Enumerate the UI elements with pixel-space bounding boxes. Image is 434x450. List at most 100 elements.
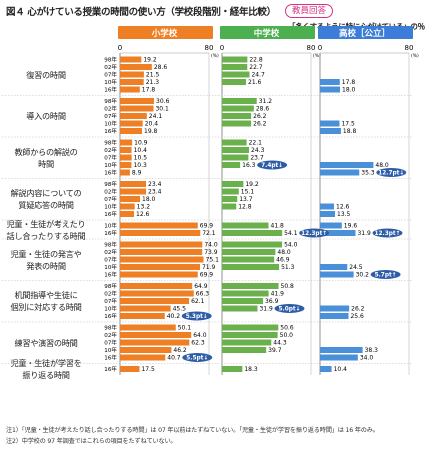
data-label-high-school: 13.5 xyxy=(337,211,351,218)
data-label-junior-high: 15.1 xyxy=(241,189,255,196)
bar-junior-high xyxy=(222,181,244,187)
axis-tick-80-elementary: 80 xyxy=(205,44,214,52)
data-label-junior-high: 54.1 xyxy=(284,230,298,237)
bar-elementary xyxy=(120,196,141,202)
bar-junior-high xyxy=(222,298,264,304)
bar-elementary xyxy=(120,305,171,312)
data-label-high-school: 17.8 xyxy=(342,79,356,86)
data-label-elementary: 46.2 xyxy=(173,347,187,354)
bar-elementary xyxy=(120,105,154,112)
bar-elementary xyxy=(120,113,147,119)
data-label-elementary: 17.5 xyxy=(141,366,155,373)
year-label: 16年 xyxy=(104,86,117,94)
data-label-high-school: 34.0 xyxy=(360,355,374,362)
annotation-bubble xyxy=(274,304,305,313)
bar-junior-high xyxy=(222,256,275,263)
data-label-high-school: 17.5 xyxy=(341,121,355,128)
data-label-elementary: 73.9 xyxy=(204,249,218,256)
data-label-elementary: 40.7 xyxy=(167,355,181,362)
year-label: 10年 xyxy=(104,78,117,86)
data-label-elementary: 13.2 xyxy=(137,204,151,211)
panel-header-elementary xyxy=(118,26,213,39)
data-label-junior-high: 36.9 xyxy=(265,298,279,305)
year-label: 10年 xyxy=(104,120,117,128)
data-label-elementary: 10.3 xyxy=(133,162,147,169)
bar-elementary xyxy=(120,128,143,134)
data-label-elementary: 66.3 xyxy=(196,291,210,298)
bar-elementary xyxy=(120,271,198,278)
data-label-high-school: 18.8 xyxy=(343,128,357,135)
bar-elementary xyxy=(120,222,198,229)
axis-unit-elementary: (%) xyxy=(211,53,219,59)
data-label-junior-high: 24.3 xyxy=(251,147,265,154)
data-label-elementary: 19.8 xyxy=(144,128,158,135)
bar-junior-high xyxy=(222,71,250,78)
annotation-label: 5.0pt↓ xyxy=(278,306,300,313)
annotation-bubble xyxy=(299,228,330,238)
data-label-high-school: 12.6 xyxy=(336,204,350,211)
data-label-junior-high: 31.2 xyxy=(259,98,273,105)
bar-junior-high xyxy=(222,147,250,153)
panel-title-junior-high: 中学校 xyxy=(254,28,280,39)
data-label-high-school: 31.9 xyxy=(357,230,371,237)
bar-junior-high xyxy=(222,347,267,353)
bar-elementary xyxy=(120,154,132,161)
bar-junior-high xyxy=(222,264,280,270)
category-label-line: 解説内容についての xyxy=(10,188,82,199)
bar-elementary xyxy=(120,79,144,85)
category-label: 導入の時間 xyxy=(0,110,92,122)
year-label: 02年 xyxy=(104,188,117,196)
bar-elementary xyxy=(120,203,135,210)
annotation-bubble xyxy=(376,168,407,177)
bar-high-school xyxy=(320,305,350,312)
bar-elementary xyxy=(120,211,135,217)
year-label: 16年 xyxy=(104,229,117,237)
bar-high-school xyxy=(320,203,335,210)
data-label-high-school: 30.2 xyxy=(356,272,370,279)
axis-tick-80-junior-high: 80 xyxy=(307,44,316,52)
bar-elementary xyxy=(120,98,155,104)
data-label-elementary: 45.5 xyxy=(173,306,187,313)
data-label-elementary: 69.9 xyxy=(200,272,214,279)
data-label-elementary: 10.9 xyxy=(134,140,148,147)
category-label: 児童・生徒が学習を 振り返る時間 xyxy=(0,357,92,381)
year-label: 10年 xyxy=(104,203,117,211)
panel-title-high-school: 高校［公立］ xyxy=(339,28,390,39)
data-label-elementary: 10.5 xyxy=(134,155,148,162)
bar-junior-high xyxy=(222,98,257,104)
data-label-elementary: 18.0 xyxy=(142,196,156,203)
data-label-elementary: 71.9 xyxy=(202,264,216,271)
year-label: 98年 xyxy=(104,97,117,105)
bar-high-school xyxy=(320,347,363,353)
bar-junior-high xyxy=(222,139,247,146)
year-label: 10年 xyxy=(104,263,117,271)
category-label-line: 導入の時間 xyxy=(26,111,66,122)
annotation-label: 12.3pt↑ xyxy=(301,230,327,237)
bar-elementary xyxy=(120,366,140,372)
data-label-elementary: 28.6 xyxy=(154,64,168,71)
data-label-junior-high: 12.8 xyxy=(238,204,252,211)
data-label-elementary: 23.4 xyxy=(148,181,162,188)
bar-high-school xyxy=(320,79,340,85)
bar-junior-high xyxy=(222,105,254,112)
bar-junior-high xyxy=(222,56,248,63)
data-label-elementary: 69.9 xyxy=(200,223,214,230)
category-label: 練習や演習の時間 xyxy=(0,337,92,349)
data-label-junior-high: 26.2 xyxy=(253,121,267,128)
data-label-junior-high: 54.0 xyxy=(284,242,298,249)
year-label: 10年 xyxy=(104,161,117,169)
bar-junior-high xyxy=(222,230,283,236)
panel-header-junior-high xyxy=(220,26,315,39)
category-label-line: 練習や演習の時間 xyxy=(14,337,78,348)
bar-elementary xyxy=(120,290,194,297)
data-label-elementary: 64.0 xyxy=(193,332,207,339)
data-label-junior-high: 22.1 xyxy=(249,140,263,147)
bar-elementary xyxy=(120,120,143,127)
year-label: 07年 xyxy=(104,71,117,79)
year-label: 07年 xyxy=(104,154,117,162)
data-label-junior-high: 41.8 xyxy=(271,223,285,230)
data-label-high-school: 26.2 xyxy=(351,306,365,313)
data-label-junior-high: 50.0 xyxy=(280,332,294,339)
data-label-elementary: 23.4 xyxy=(148,189,162,196)
